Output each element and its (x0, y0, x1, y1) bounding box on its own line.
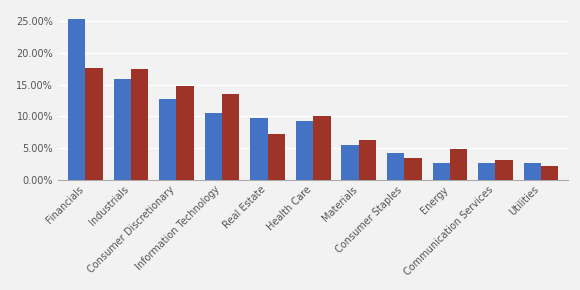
Bar (433, 163, 450, 180)
Bar (131, 69, 148, 180)
Bar (205, 113, 222, 180)
Bar (176, 86, 194, 180)
Bar (359, 140, 376, 180)
Bar (342, 145, 359, 180)
Bar (222, 94, 240, 180)
Bar (68, 19, 85, 180)
Bar (404, 158, 422, 180)
Bar (524, 163, 541, 180)
Bar (313, 116, 331, 180)
Bar (541, 166, 559, 180)
Bar (478, 163, 495, 180)
Bar (114, 79, 131, 180)
Bar (387, 153, 404, 180)
Bar (296, 122, 313, 180)
Bar (85, 68, 103, 180)
Bar (251, 118, 267, 180)
Bar (159, 99, 176, 180)
Bar (450, 149, 467, 180)
Bar (495, 160, 513, 180)
Bar (267, 133, 285, 180)
